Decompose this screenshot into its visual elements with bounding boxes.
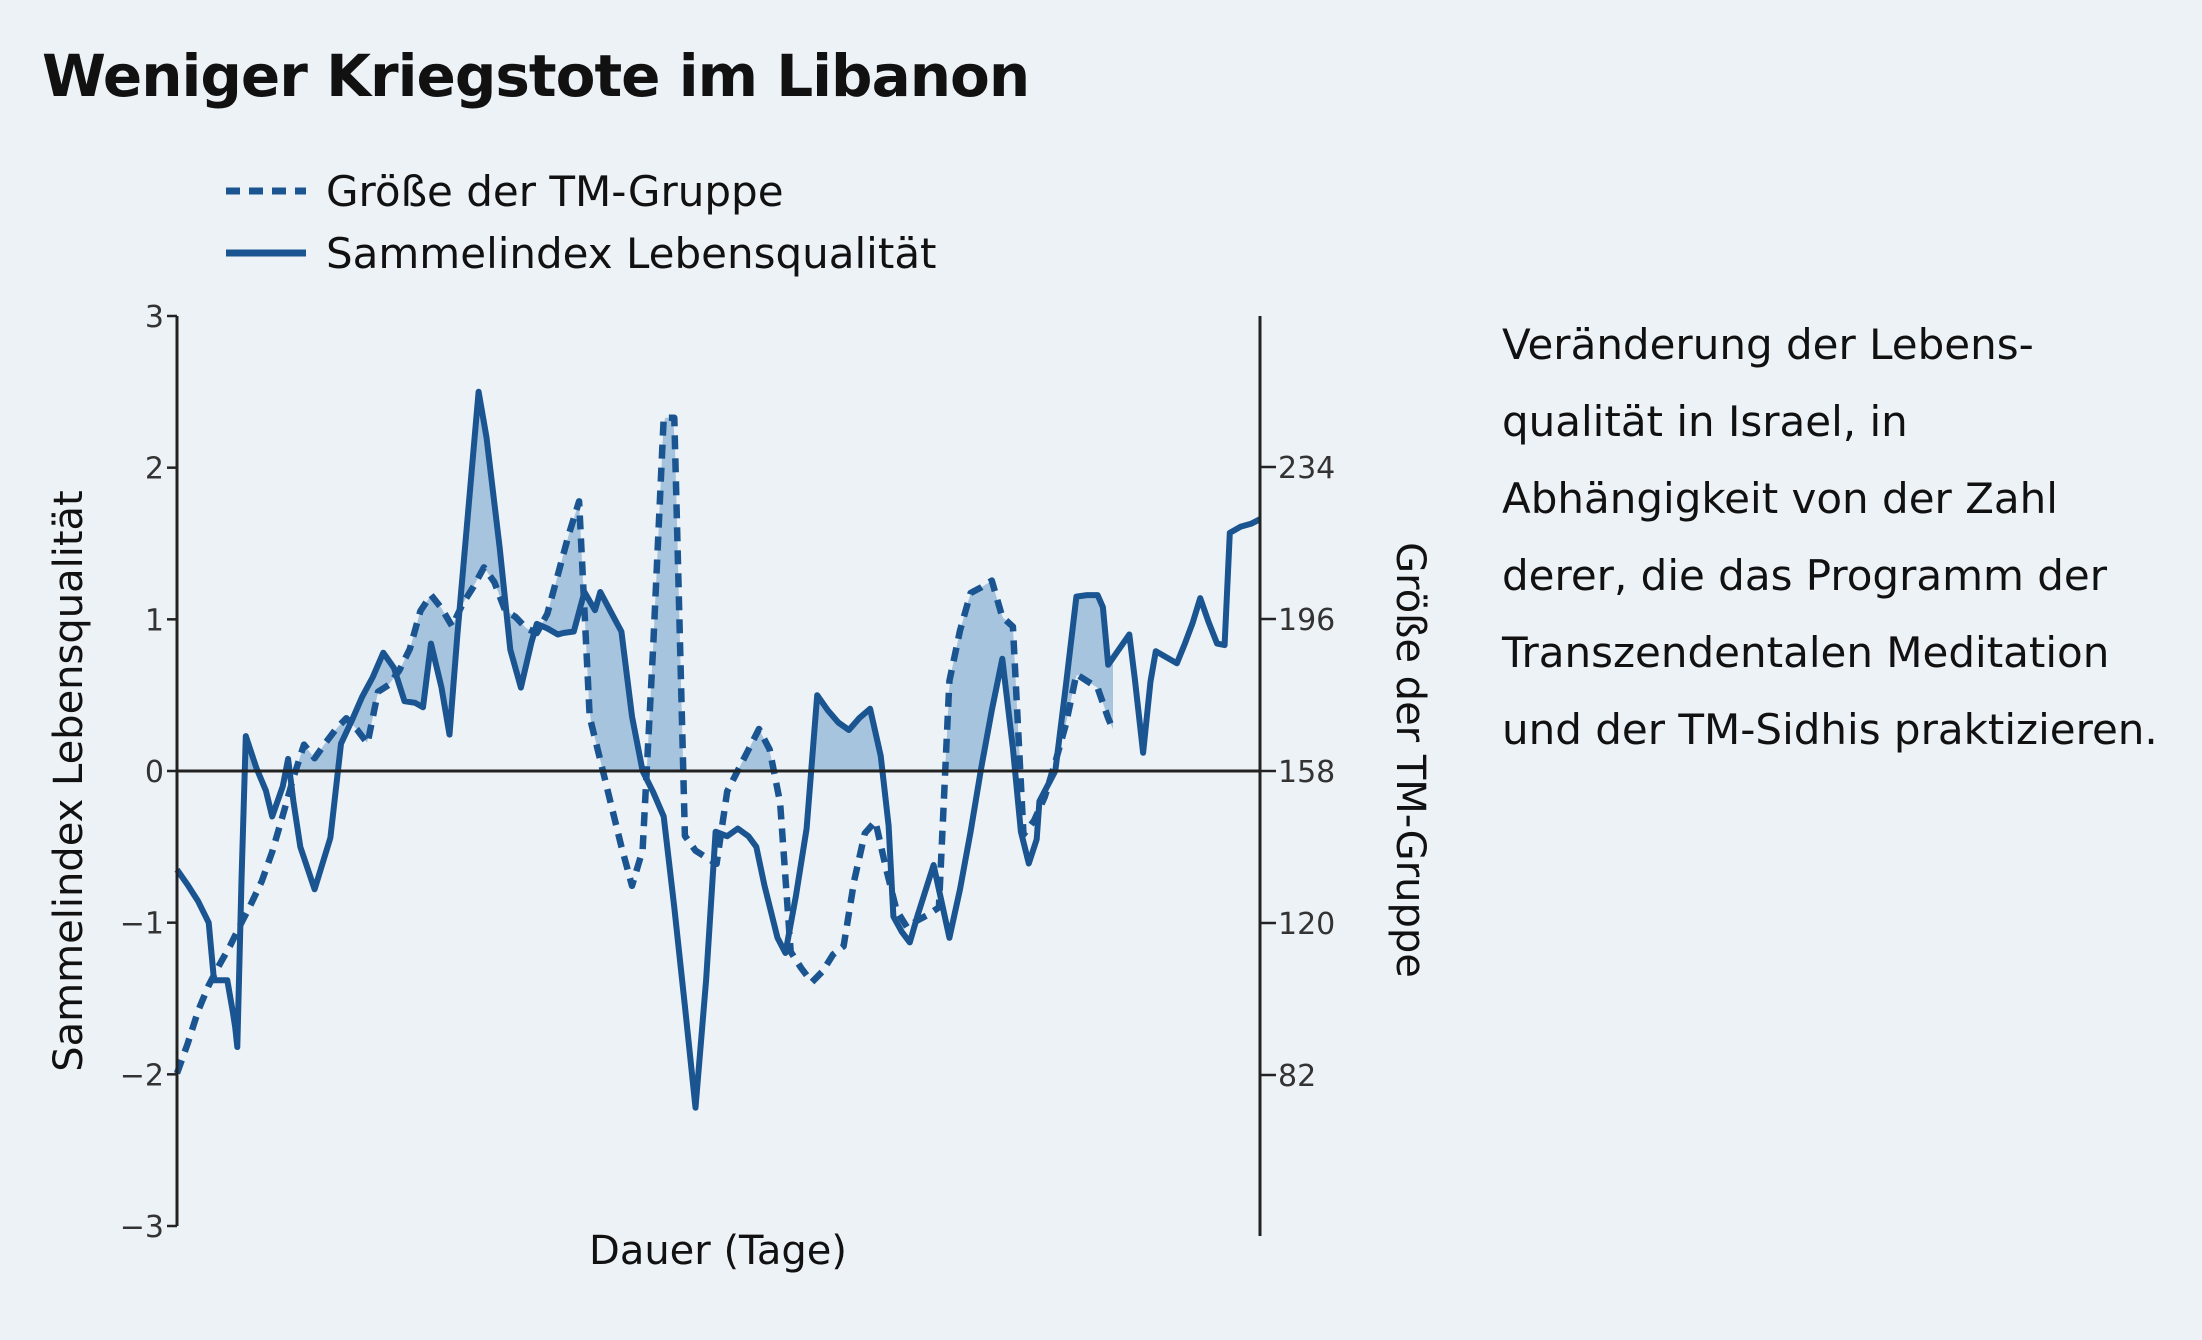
- series-line-tm-group: [173, 414, 1117, 1075]
- y-axis-title: Sammelindex Lebensqualität: [46, 490, 92, 1071]
- legend: Größe der TM-Gruppe Sammelindex Lebensqu…: [226, 160, 937, 284]
- left-tick-label: −2: [120, 1058, 164, 1093]
- left-tick-label: 1: [145, 603, 164, 638]
- positive-area-fill: [177, 394, 1113, 771]
- difference-fill-layer: [177, 394, 1113, 771]
- right-tick-label: 82: [1278, 1059, 1316, 1094]
- left-tick-label: −3: [120, 1210, 164, 1245]
- right-tick-label: 234: [1278, 451, 1335, 486]
- right-tick-label: 120: [1278, 907, 1335, 942]
- legend-item-tm-group: Größe der TM-Gruppe: [226, 160, 937, 222]
- dashed-line-swatch-icon: [226, 187, 306, 195]
- left-tick-label: 3: [145, 300, 164, 335]
- legend-label-quality-index: Sammelindex Lebensqualität: [326, 228, 937, 278]
- solid-line-swatch-icon: [226, 249, 306, 257]
- caption-text: Veränderung der Lebens- qualität in Isra…: [1502, 320, 2158, 754]
- axes-layer: 3 2 1 0 −1 −2 −3 234 196 158 120 82 Dauer (Tage) Samm…: [46, 300, 1433, 1274]
- right-tick-label: 196: [1278, 603, 1335, 638]
- series-line-quality-index: [174, 388, 1262, 1111]
- y2-axis-title: Größe der TM-Gruppe: [1387, 542, 1433, 978]
- legend-label-tm-group: Größe der TM-Gruppe: [326, 166, 784, 216]
- chart-title: Weniger Kriegstote im Libanon: [42, 42, 1030, 110]
- left-tick-label: −1: [120, 907, 164, 942]
- right-tick-label: 158: [1278, 755, 1335, 790]
- left-tick-label: 0: [145, 755, 164, 790]
- legend-item-quality-index: Sammelindex Lebensqualität: [226, 222, 937, 284]
- left-tick-label: 2: [145, 452, 164, 487]
- series-lines-layer: [173, 388, 1262, 1111]
- x-axis-title: Dauer (Tage): [589, 1228, 847, 1274]
